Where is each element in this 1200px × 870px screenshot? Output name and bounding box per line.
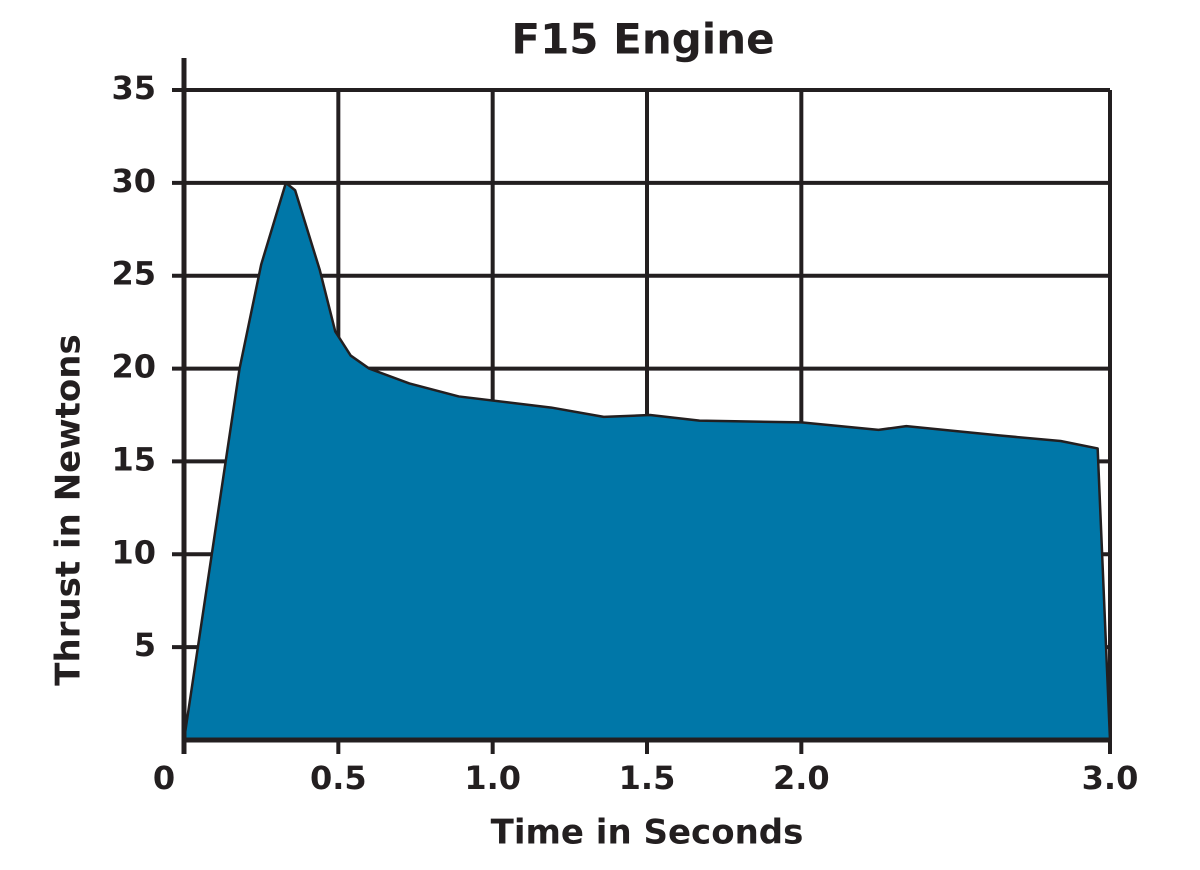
- x-axis-title: Time in Seconds: [491, 813, 804, 853]
- y-tick-label: 10: [111, 533, 156, 571]
- x-tick-label: 0: [153, 759, 175, 797]
- y-tick-label: 30: [111, 162, 156, 200]
- y-axis-title: Thrust in Newtons: [49, 334, 89, 685]
- chart-title: F15 Engine: [511, 15, 774, 64]
- y-tick-label: 20: [111, 348, 156, 386]
- area: [182, 181, 1112, 742]
- x-tick-label: 3.0: [1082, 759, 1139, 797]
- x-tick-label: 1.0: [464, 759, 521, 797]
- x-tick-label: 0.5: [310, 759, 367, 797]
- y-tick-label: 5: [134, 626, 156, 664]
- y-tick-label: 25: [111, 255, 156, 293]
- x-tick-label: 1.5: [619, 759, 676, 797]
- y-tick-label: 15: [111, 440, 156, 478]
- y-tick-label: 35: [111, 69, 156, 107]
- x-tick-label: 2.0: [773, 759, 830, 797]
